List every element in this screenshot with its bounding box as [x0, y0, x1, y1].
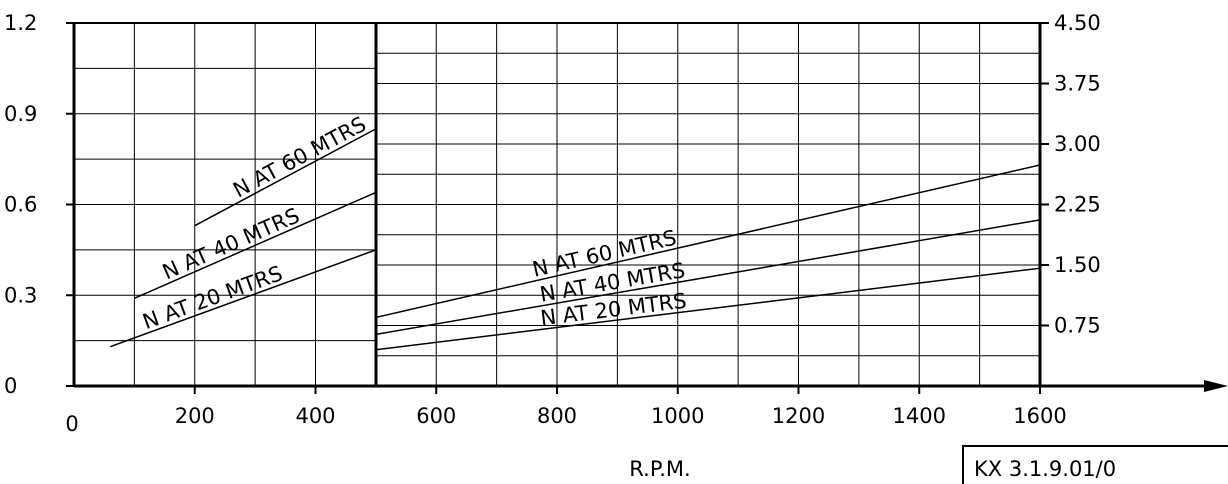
right-tick-label: 3.00 — [1054, 132, 1101, 156]
curve-layer — [109, 128, 1041, 351]
curve-line — [194, 128, 377, 227]
right-tick-label: 0.75 — [1054, 314, 1101, 338]
x-tick-label: 1200 — [772, 404, 825, 428]
left-tick-label: 0 — [4, 374, 17, 398]
x-tick-label: 1600 — [1013, 404, 1066, 428]
right-tick-label: 4.50 — [1054, 11, 1101, 35]
left-tick-label: 0.9 — [4, 102, 37, 126]
x-tick-label: 800 — [537, 404, 577, 428]
x-tick-label: 600 — [416, 404, 456, 428]
x-tick-label: 200 — [175, 404, 215, 428]
left-tick-label: 1.2 — [4, 11, 37, 35]
x-axis-label: R.P.M. — [629, 457, 690, 481]
left-tick-label: 0.6 — [4, 193, 37, 217]
left-tick-label: 0.3 — [4, 283, 37, 307]
x-tick-label: 400 — [295, 404, 335, 428]
curve-line — [375, 267, 1041, 351]
x-axis-arrow-icon — [1204, 380, 1228, 392]
right-tick-label: 3.75 — [1054, 72, 1101, 96]
right-tick-label: 1.50 — [1054, 253, 1101, 277]
tick-layer: 0 0.3 0.6 0.9 1.2 0.75 1.50 2.25 3.00 3.75 4.50 0 20… — [4, 11, 1101, 436]
curve-line — [375, 219, 1041, 336]
right-tick-label: 2.25 — [1054, 193, 1101, 217]
drawing-reference: KX 3.1.9.01/0 — [974, 457, 1116, 481]
grid-layer — [74, 23, 1040, 386]
curve-label: N AT 60 MTRS — [229, 112, 370, 202]
curve-line — [375, 164, 1041, 319]
drawing-reference-box: KX 3.1.9.01/0 — [962, 445, 1228, 484]
curve-line — [109, 249, 377, 348]
curve-line — [134, 191, 377, 299]
x-tick-label: 0 — [65, 412, 78, 436]
curve-label: N AT 20 MTRS — [140, 261, 286, 334]
x-tick-label: 1000 — [651, 404, 704, 428]
x-tick-label: 1400 — [893, 404, 946, 428]
